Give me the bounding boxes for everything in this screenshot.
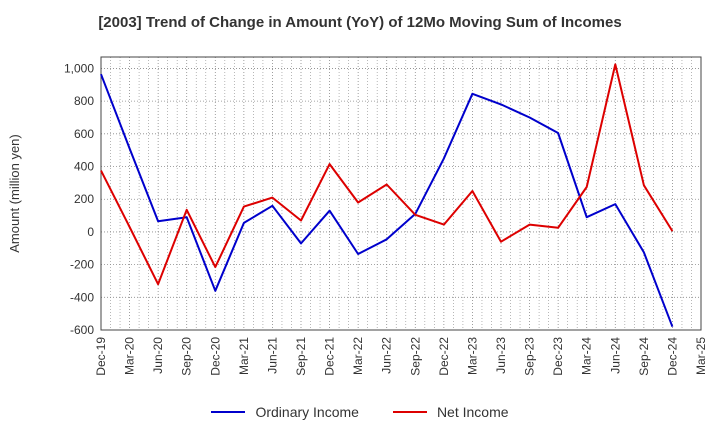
x-tick-label: Mar-21: [237, 337, 251, 375]
x-tick-label: Jun-20: [151, 337, 165, 374]
x-tick-label: Mar-23: [465, 337, 479, 375]
y-tick-label: -400: [70, 290, 94, 304]
plot-area: [101, 57, 701, 330]
x-tick-label: Mar-24: [580, 337, 594, 375]
x-tick-label: Sep-21: [294, 337, 308, 376]
legend-swatch-net-income: [392, 411, 427, 413]
x-tick-label: Jun-22: [380, 337, 394, 374]
y-tick-label: 400: [74, 160, 94, 174]
x-tick-label: Dec-20: [208, 337, 222, 376]
x-tick-label: Sep-20: [180, 337, 194, 376]
legend-label-net-income: Net Income: [436, 404, 509, 420]
x-tick-label: Dec-23: [551, 337, 565, 376]
chart-title: [2003] Trend of Change in Amount (YoY) o…: [98, 14, 622, 31]
legend-item-net-income: Net Income: [392, 404, 509, 420]
x-tick-label: Dec-24: [665, 337, 679, 376]
series-line-ordinary-income: [100, 73, 674, 328]
legend-item-ordinary-income: Ordinary Income: [211, 404, 359, 420]
x-tick-label: Sep-23: [523, 337, 537, 376]
x-tick-label: Dec-22: [437, 337, 451, 376]
y-tick-label: 200: [74, 192, 94, 206]
y-tick-label: 600: [74, 127, 94, 141]
y-tick-label: 800: [74, 94, 94, 108]
x-tick-label: Jun-24: [608, 337, 622, 374]
x-tick-label: Jun-21: [265, 337, 279, 374]
x-tick-label: Mar-22: [351, 337, 365, 375]
x-tick-label: Mar-25: [694, 337, 708, 375]
y-axis-label: Amount (million yen): [7, 134, 22, 253]
x-tick-label: Sep-24: [637, 337, 651, 376]
legend: Ordinary Income Net Income: [0, 404, 720, 420]
x-tick-label: Mar-20: [123, 337, 137, 375]
series-line-net-income: [100, 63, 674, 286]
y-tick-label: 0: [87, 225, 94, 239]
x-tick-label: Dec-19: [94, 337, 108, 376]
y-tick-label: 1,000: [64, 61, 94, 75]
plot-border: [100, 56, 702, 331]
x-tick-label: Dec-21: [323, 337, 337, 376]
x-tick-label: Sep-22: [408, 337, 422, 376]
y-tick-label: -200: [70, 258, 94, 272]
y-tick-label: -600: [70, 323, 94, 337]
x-tick-label: Jun-23: [494, 337, 508, 374]
legend-swatch-ordinary-income: [211, 411, 246, 413]
legend-label-ordinary-income: Ordinary Income: [255, 404, 359, 420]
